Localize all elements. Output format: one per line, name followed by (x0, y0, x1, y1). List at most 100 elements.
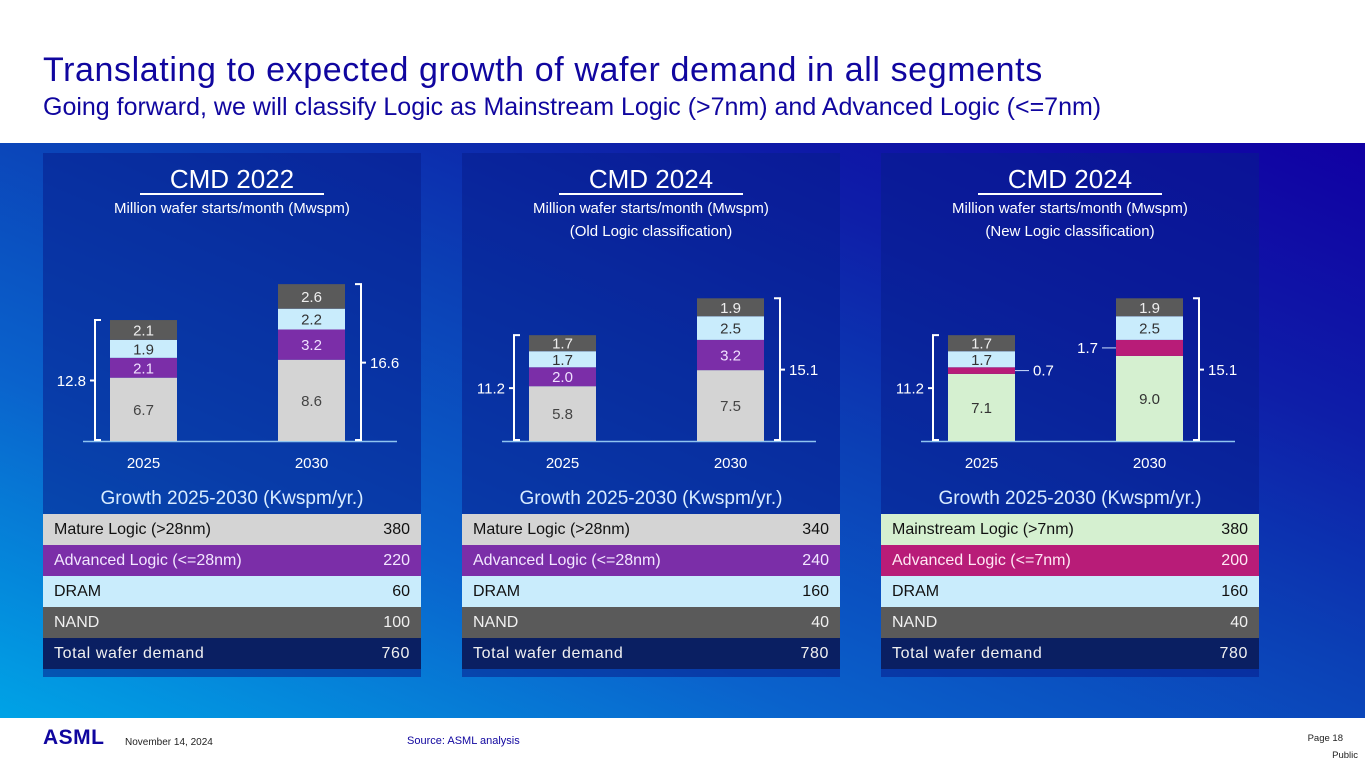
segment-label: DRAM (892, 582, 940, 600)
x-tick-label: 2030 (714, 455, 747, 472)
growth-table-row: Total wafer demand 780 (462, 638, 840, 669)
growth-value: 380 (1221, 520, 1248, 538)
bar-value-label: 7.1 (971, 400, 992, 417)
footer-source: Source: ASML analysis (407, 735, 520, 747)
bar-segment-mature-logic (697, 370, 764, 441)
total-bracket (1193, 297, 1204, 441)
growth-table: Mature Logic (>28nm) 380 Advanced Logic (<… (43, 514, 421, 669)
total-value-label: 12.8 (57, 373, 86, 390)
growth-table-title: Growth 2025-2030 (Kwspm/yr.) (519, 488, 783, 509)
bar-value-label: 3.2 (720, 348, 741, 365)
bar-segment-nand (278, 284, 345, 309)
growth-value: 780 (1219, 644, 1248, 662)
bar-segment-nand (1116, 298, 1183, 317)
segment-label: NAND (54, 613, 100, 631)
total-value-label: 11.2 (477, 381, 505, 398)
bar-value-label: 0.7 (1033, 363, 1054, 380)
bar-value-label: 2.0 (552, 369, 573, 386)
growth-value: 380 (383, 520, 410, 538)
slide-footer (0, 718, 1365, 768)
slide-header: Translating to expected growth of wafer … (0, 0, 1365, 143)
segment-label: Advanced Logic (<=28nm) (473, 551, 661, 569)
bar-value-label: 1.9 (720, 300, 741, 317)
x-tick-label: 2030 (295, 455, 328, 472)
total-bracket (509, 334, 520, 441)
bar-value-label: 8.6 (301, 393, 322, 410)
segment-label: Total wafer demand (892, 644, 1043, 662)
growth-table-row: Advanced Logic (<=7nm) 200 (881, 545, 1259, 576)
footer-date: November 14, 2024 (125, 737, 213, 748)
total-bracket (90, 319, 101, 441)
bar-value-label: 2.1 (133, 360, 154, 377)
bar-segment-advanced-logic-28 (110, 357, 177, 378)
x-tick-label: 2025 (127, 455, 160, 472)
growth-value: 760 (381, 644, 410, 662)
growth-table-title: Growth 2025-2030 (Kwspm/yr.) (938, 488, 1202, 509)
bar-segment-dram (278, 308, 345, 330)
bar-value-label: 1.7 (552, 336, 573, 353)
slide-title: Translating to expected growth of wafer … (43, 51, 1043, 89)
panel-title-underline (140, 193, 324, 195)
bar-value-label: 5.8 (552, 406, 573, 423)
bar-value-label: 2.5 (1139, 321, 1160, 338)
panel-title: CMD 2022 (169, 164, 295, 194)
bar-segment-dram (948, 351, 1015, 368)
growth-table-row: DRAM 160 (462, 576, 840, 607)
growth-table-row: Mature Logic (>28nm) 380 (43, 514, 421, 545)
bar-value-label: 1.7 (971, 336, 992, 353)
growth-value: 40 (811, 613, 829, 631)
panel-cmd-2022: CMD 2022 Million wafer starts/month (Mwsp… (43, 153, 421, 677)
bar-segment-advanced-logic-7 (948, 367, 1015, 374)
growth-value: 160 (1221, 582, 1248, 600)
growth-table-title: Growth 2025-2030 (Kwspm/yr.) (100, 488, 364, 509)
bar-value-label: 9.0 (1139, 391, 1160, 408)
growth-table-row: Total wafer demand 760 (43, 638, 421, 669)
growth-table-row: Mature Logic (>28nm) 340 (462, 514, 840, 545)
x-tick-label: 2030 (1133, 455, 1166, 472)
total-bracket (928, 334, 939, 441)
growth-table: Mainstream Logic (>7nm) 380 Advanced Logic… (881, 514, 1259, 669)
growth-table: Mature Logic (>28nm) 340 Advanced Logic (<… (462, 514, 840, 669)
bar-segment-mature-logic (110, 377, 177, 441)
bar-segment-advanced-logic-28 (529, 367, 596, 387)
asml-logo: ASML (43, 726, 105, 749)
segment-label: Total wafer demand (54, 644, 205, 662)
growth-table-row: NAND 40 (462, 607, 840, 638)
bar-value-label: 2.1 (133, 322, 154, 339)
bar-value-label: 1.7 (552, 352, 573, 369)
classification-label: Public (1332, 750, 1358, 761)
total-value-label: 16.6 (370, 355, 399, 372)
bar-segment-nand (529, 335, 596, 352)
segment-label: Mainstream Logic (>7nm) (892, 520, 1074, 538)
growth-value: 40 (1230, 613, 1248, 631)
growth-value: 60 (392, 582, 410, 600)
stacked-bar-chart: 6.7 2.1 1.9 2.1 12.8 2025 8.6 3.2 2.2 2.6 16.6 2030 (57, 283, 399, 472)
bar-segment-advanced-logic-28 (697, 339, 764, 371)
slide-subtitle: Going forward, we will classify Logic as… (43, 93, 1102, 121)
bar-segment-mainstream-logic (948, 373, 1015, 441)
growth-table-row: Advanced Logic (<=28nm) 240 (462, 545, 840, 576)
bar-value-label: 2.5 (720, 321, 741, 338)
growth-value: 220 (383, 551, 410, 569)
total-value-label: 11.2 (896, 381, 924, 398)
bar-segment-dram (529, 351, 596, 368)
growth-value: 160 (802, 582, 829, 600)
bar-value-label: 1.9 (1139, 300, 1160, 317)
bar-segment-dram (110, 339, 177, 358)
growth-table-row: DRAM 60 (43, 576, 421, 607)
x-tick-label: 2025 (965, 455, 998, 472)
panel-title: CMD 2024 (588, 164, 714, 194)
segment-label: Advanced Logic (<=28nm) (54, 551, 242, 569)
total-bracket (355, 283, 366, 441)
panel-title-underline (559, 193, 743, 195)
growth-value: 780 (800, 644, 829, 662)
bar-segment-mature-logic (529, 386, 596, 441)
bar-value-label: 2.6 (301, 289, 322, 306)
total-bracket (774, 297, 785, 441)
panel-cmd-2024-new: CMD 2024 Million wafer starts/month (Mwsp… (881, 153, 1259, 677)
page-number: Page 18 (1307, 733, 1343, 744)
panel-title-underline (978, 193, 1162, 195)
panel-cmd-2024-old: CMD 2024 Million wafer starts/month (Mwsp… (462, 153, 840, 677)
